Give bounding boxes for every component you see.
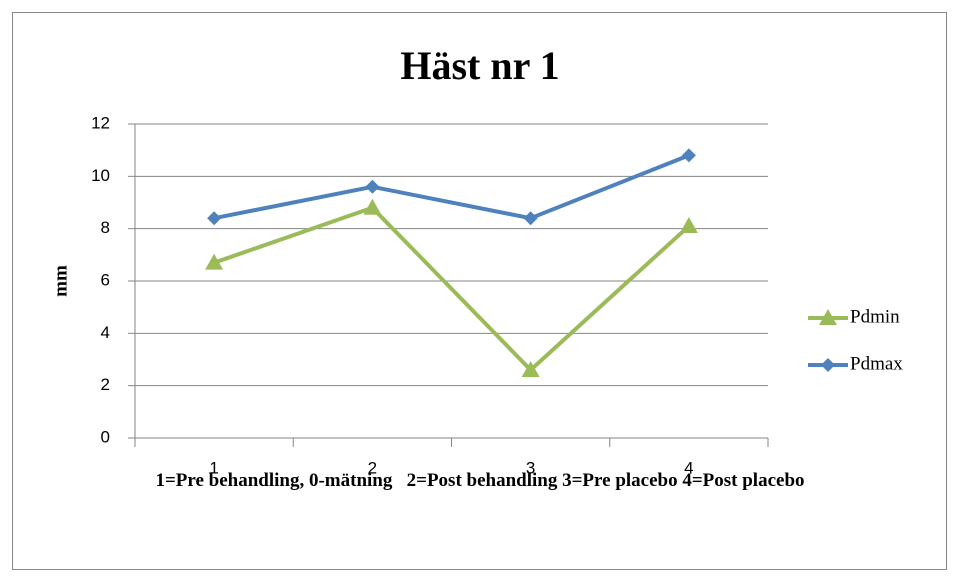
x-tick-label: 1 [209,458,218,477]
y-tick-label: 0 [101,427,110,446]
chart-border [12,12,947,570]
point-marker [205,253,224,270]
x-tick-label: 3 [526,458,535,477]
x-tick-label: 2 [368,458,377,477]
y-tick-label: 10 [91,166,110,185]
point-marker [207,211,222,226]
point-marker [365,179,380,194]
series-line [213,205,691,372]
point-marker [681,148,696,163]
legend-label: Pdmax [850,353,903,374]
chart-title: Häst nr 1 [400,43,559,88]
x-tick-label: 4 [684,458,693,477]
y-tick-label: 4 [101,323,110,342]
x-axis-title: 1=Pre behandling, 0-mätning 2=Post behan… [155,470,805,491]
point-marker [679,217,698,234]
legend-marker [819,309,837,325]
y-tick-label: 2 [101,375,110,394]
legend-marker [821,358,835,372]
y-tick-label: 12 [91,113,110,132]
series-line [213,153,690,221]
legend-label: Pdmin [850,306,900,327]
point-marker [363,198,382,215]
y-tick-label: 8 [101,218,110,237]
y-axis-title: mm [50,265,71,297]
point-marker [521,360,540,377]
point-marker [523,211,538,226]
y-tick-label: 6 [101,270,110,289]
